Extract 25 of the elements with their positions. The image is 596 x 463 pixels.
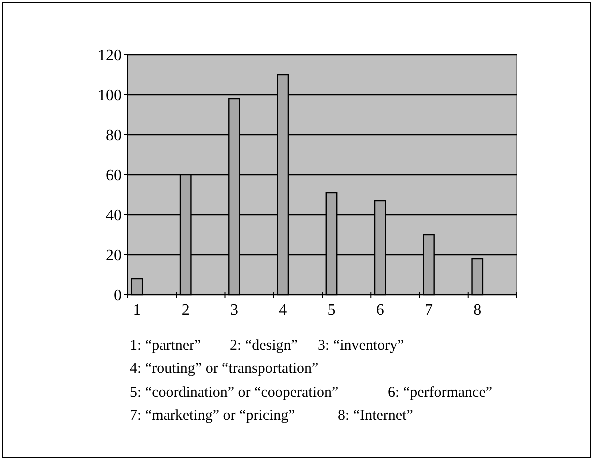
bar xyxy=(472,258,484,296)
text: 5: “coordination” or “cooperation” xyxy=(130,385,339,401)
x-tick-label: 1 xyxy=(133,302,142,319)
text: 3: “inventory” xyxy=(318,338,404,354)
y-tick-label: 20 xyxy=(106,248,122,265)
y-tick-label: 120 xyxy=(98,48,122,65)
x-tick-label: 2 xyxy=(182,302,190,319)
text: 4: “routing” or “transportation” xyxy=(130,361,319,377)
x-tick-label: 5 xyxy=(328,302,336,319)
text: 1: “partner” xyxy=(130,338,202,354)
text: 8: “Internet” xyxy=(338,408,414,424)
x-tick-label: 4 xyxy=(279,302,288,319)
bar xyxy=(131,278,144,296)
x-tick-label: 6 xyxy=(376,302,384,319)
y-tick-label: 100 xyxy=(98,88,122,105)
y-tick-label: 80 xyxy=(106,128,122,145)
text: 6: “performance” xyxy=(388,385,493,401)
x-tick-label: 3 xyxy=(230,302,238,319)
text: 2: “design” xyxy=(230,338,298,354)
x-tick-label: 7 xyxy=(424,302,433,319)
y-tick-label: 60 xyxy=(106,168,122,185)
text: 7: “marketing” or “pricing” xyxy=(130,408,296,424)
x-tick-label: 8 xyxy=(474,302,482,319)
y-tick-label: 0 xyxy=(114,288,122,305)
y-tick-label: 40 xyxy=(106,208,122,225)
